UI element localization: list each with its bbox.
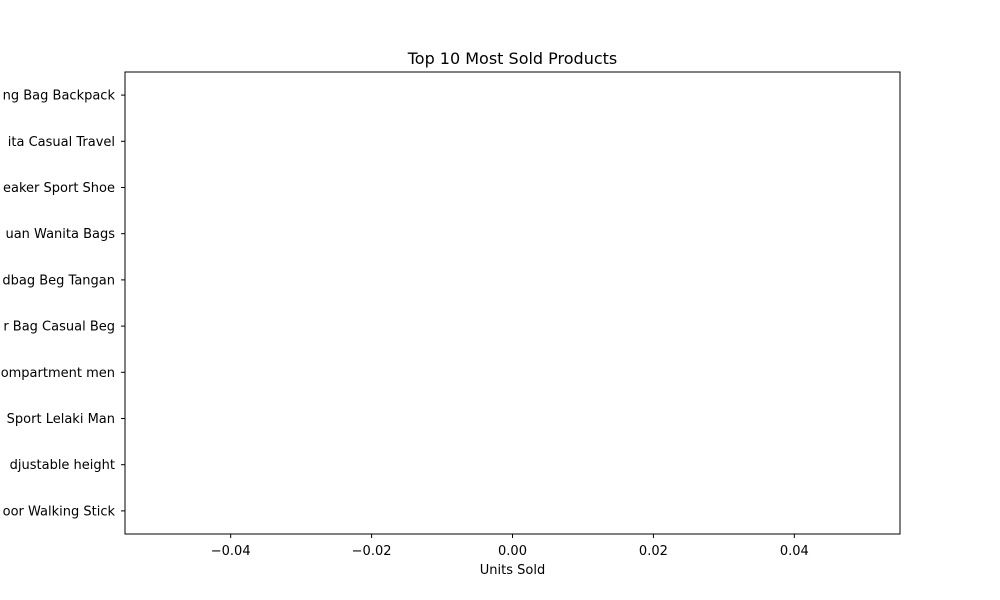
y-tick-label: Sport Lelaki Man <box>7 412 115 427</box>
chart-title: Top 10 Most Sold Products <box>407 49 618 68</box>
x-tick-label: 0.02 <box>639 544 668 559</box>
y-tick-label: ita Casual Travel <box>8 135 115 150</box>
y-axis-ticks: oor Walking Stick djustable height Sport L… <box>1 89 125 519</box>
y-tick-label: uan Wanita Bags <box>5 227 115 242</box>
x-axis-ticks: −0.04 −0.02 0.00 0.02 0.04 <box>211 534 809 559</box>
x-tick-label: −0.02 <box>352 544 392 559</box>
x-axis-label: Units Sold <box>480 563 545 578</box>
x-tick-label: 0.04 <box>780 544 809 559</box>
y-tick-label: r Bag Casual Beg <box>3 320 115 335</box>
x-tick-label: 0.00 <box>498 544 527 559</box>
y-tick-label: djustable height <box>10 458 115 473</box>
y-tick-label: dbag Beg Tangan <box>2 273 115 288</box>
y-tick-label: ompartment men <box>1 366 115 381</box>
y-tick-label: oor Walking Stick <box>3 504 116 519</box>
x-tick-label: −0.04 <box>211 544 251 559</box>
y-tick-label: eaker Sport Shoe <box>3 181 115 196</box>
y-tick-label: ng Bag Backpack <box>3 89 116 104</box>
